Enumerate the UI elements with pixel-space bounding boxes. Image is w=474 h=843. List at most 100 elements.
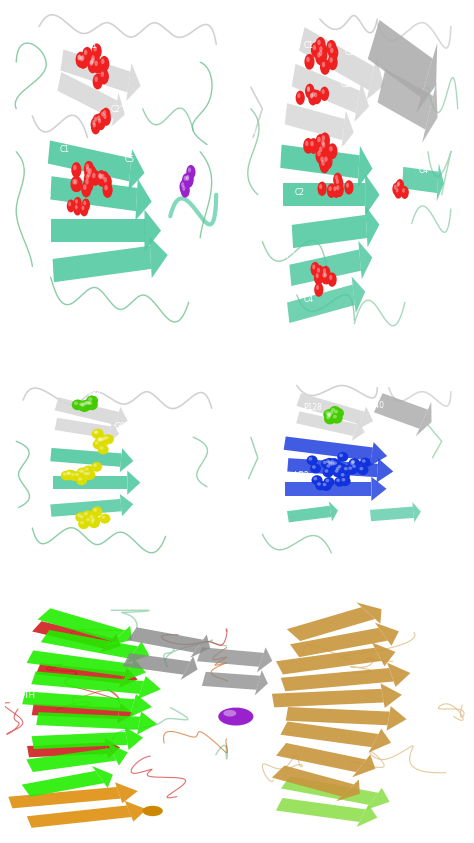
Circle shape — [327, 184, 336, 198]
Circle shape — [89, 518, 100, 528]
Polygon shape — [365, 174, 380, 216]
Polygon shape — [290, 250, 361, 286]
Circle shape — [310, 94, 313, 99]
Polygon shape — [125, 727, 143, 750]
Circle shape — [69, 471, 80, 481]
Circle shape — [94, 116, 97, 121]
Polygon shape — [375, 623, 399, 646]
Circle shape — [328, 413, 332, 416]
Circle shape — [326, 459, 330, 463]
Circle shape — [305, 141, 309, 146]
Polygon shape — [92, 766, 113, 788]
Polygon shape — [128, 627, 203, 652]
Polygon shape — [27, 805, 131, 828]
Text: C1': C1' — [88, 40, 100, 50]
Text: C1: C1 — [60, 145, 70, 153]
Circle shape — [310, 262, 320, 277]
Circle shape — [310, 141, 314, 147]
Polygon shape — [369, 728, 391, 753]
Polygon shape — [108, 422, 119, 443]
Circle shape — [73, 202, 82, 216]
Circle shape — [341, 473, 345, 476]
Polygon shape — [32, 621, 113, 648]
Circle shape — [329, 275, 332, 280]
Circle shape — [339, 471, 350, 481]
Circle shape — [97, 171, 107, 187]
Polygon shape — [283, 437, 373, 461]
Circle shape — [61, 470, 72, 481]
Circle shape — [93, 439, 104, 449]
Circle shape — [336, 463, 346, 473]
Text: C5: C5 — [124, 155, 135, 164]
Circle shape — [99, 438, 102, 442]
Polygon shape — [272, 689, 384, 707]
Circle shape — [218, 707, 254, 726]
Circle shape — [394, 185, 397, 190]
Circle shape — [100, 438, 104, 441]
Polygon shape — [336, 780, 360, 802]
Circle shape — [99, 174, 102, 180]
Circle shape — [315, 37, 326, 53]
Circle shape — [85, 467, 89, 470]
Circle shape — [88, 57, 98, 73]
Polygon shape — [107, 626, 132, 646]
Text: Cc: Cc — [180, 159, 189, 168]
Polygon shape — [57, 72, 117, 119]
Circle shape — [91, 518, 95, 521]
Polygon shape — [285, 103, 345, 140]
Circle shape — [95, 436, 106, 446]
Circle shape — [316, 285, 319, 290]
Circle shape — [339, 454, 343, 457]
Circle shape — [181, 182, 184, 187]
Circle shape — [102, 437, 106, 440]
Polygon shape — [354, 82, 369, 122]
Circle shape — [84, 399, 97, 410]
Circle shape — [83, 201, 86, 205]
Circle shape — [91, 429, 103, 439]
Polygon shape — [100, 634, 120, 652]
Circle shape — [327, 413, 330, 416]
Circle shape — [105, 436, 109, 439]
Circle shape — [317, 144, 327, 159]
Circle shape — [322, 272, 326, 277]
Circle shape — [88, 513, 99, 523]
Circle shape — [321, 140, 325, 146]
Circle shape — [331, 459, 342, 470]
Circle shape — [333, 461, 337, 464]
Circle shape — [103, 434, 114, 444]
Polygon shape — [272, 765, 354, 797]
Polygon shape — [117, 703, 134, 723]
Text: C1: C1 — [285, 134, 295, 143]
Circle shape — [83, 472, 88, 475]
Circle shape — [82, 402, 87, 405]
Circle shape — [184, 172, 194, 186]
Circle shape — [96, 435, 107, 445]
Circle shape — [86, 472, 90, 475]
Text: C6': C6' — [272, 80, 284, 89]
Polygon shape — [181, 656, 198, 680]
Polygon shape — [129, 694, 152, 717]
Polygon shape — [50, 176, 137, 211]
Circle shape — [324, 414, 336, 424]
Polygon shape — [111, 93, 125, 126]
Circle shape — [328, 461, 331, 464]
Polygon shape — [32, 732, 128, 749]
Circle shape — [303, 138, 313, 153]
Circle shape — [73, 165, 77, 170]
Circle shape — [183, 175, 187, 180]
Circle shape — [327, 464, 330, 468]
Circle shape — [186, 175, 189, 180]
Text: C5': C5' — [345, 48, 357, 57]
Polygon shape — [286, 707, 390, 725]
Circle shape — [317, 268, 320, 273]
Circle shape — [314, 282, 323, 297]
Circle shape — [99, 436, 109, 446]
Circle shape — [326, 459, 337, 469]
Polygon shape — [32, 704, 120, 719]
Circle shape — [78, 53, 88, 69]
Circle shape — [339, 476, 351, 486]
Polygon shape — [145, 210, 161, 251]
Circle shape — [319, 51, 322, 56]
Circle shape — [313, 45, 316, 51]
Circle shape — [92, 58, 103, 73]
